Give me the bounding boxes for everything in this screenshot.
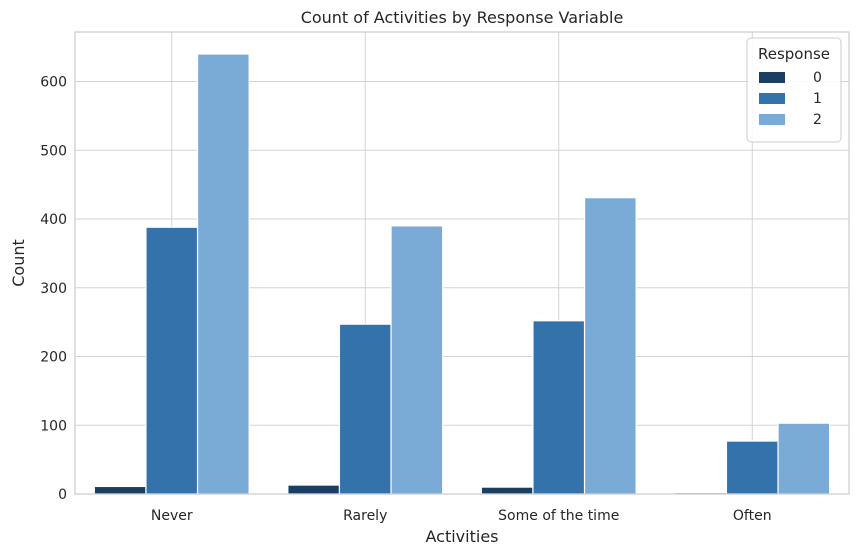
- y-tick-label: 100: [40, 418, 67, 434]
- y-tick-label: 600: [40, 75, 67, 91]
- bar: [532, 320, 586, 495]
- bar: [390, 225, 444, 495]
- bar: [287, 484, 341, 495]
- x-tick-label: Rarely: [343, 508, 387, 524]
- legend-entry: 2: [813, 112, 822, 128]
- bar: [93, 485, 147, 495]
- legend-entry: 1: [813, 91, 822, 107]
- y-tick-labels: 0 100 200 300 400 500 600: [40, 75, 67, 504]
- y-tick-label: 0: [58, 487, 67, 503]
- x-tick-label: Never: [151, 508, 193, 524]
- legend-swatch: [759, 114, 785, 125]
- y-axis-label: Count: [9, 239, 28, 287]
- x-tick-labels: Never Rarely Some of the time Often: [151, 508, 772, 524]
- y-tick-label: 300: [40, 281, 67, 297]
- bar: [145, 226, 199, 495]
- chart-title: Count of Activities by Response Variable: [301, 8, 624, 27]
- legend-swatch: [759, 93, 785, 104]
- bar: [338, 323, 392, 495]
- legend-swatch: [759, 72, 785, 83]
- bar: [725, 440, 779, 495]
- legend-entry: 0: [813, 70, 822, 86]
- x-tick-label: Some of the time: [498, 508, 619, 524]
- y-tick-label: 200: [40, 350, 67, 366]
- bar: [777, 422, 831, 495]
- legend: Response 0 1 2: [746, 37, 842, 143]
- y-tick-label: 500: [40, 143, 67, 159]
- x-axis-label: Activities: [426, 527, 499, 546]
- x-tick-label: Often: [733, 508, 772, 524]
- bar: [480, 486, 534, 495]
- legend-title: Response: [758, 45, 830, 63]
- bar: [583, 197, 637, 495]
- plot-frame: [74, 31, 850, 495]
- bar: [196, 53, 250, 495]
- bars: [93, 53, 831, 495]
- y-tick-label: 400: [40, 212, 67, 228]
